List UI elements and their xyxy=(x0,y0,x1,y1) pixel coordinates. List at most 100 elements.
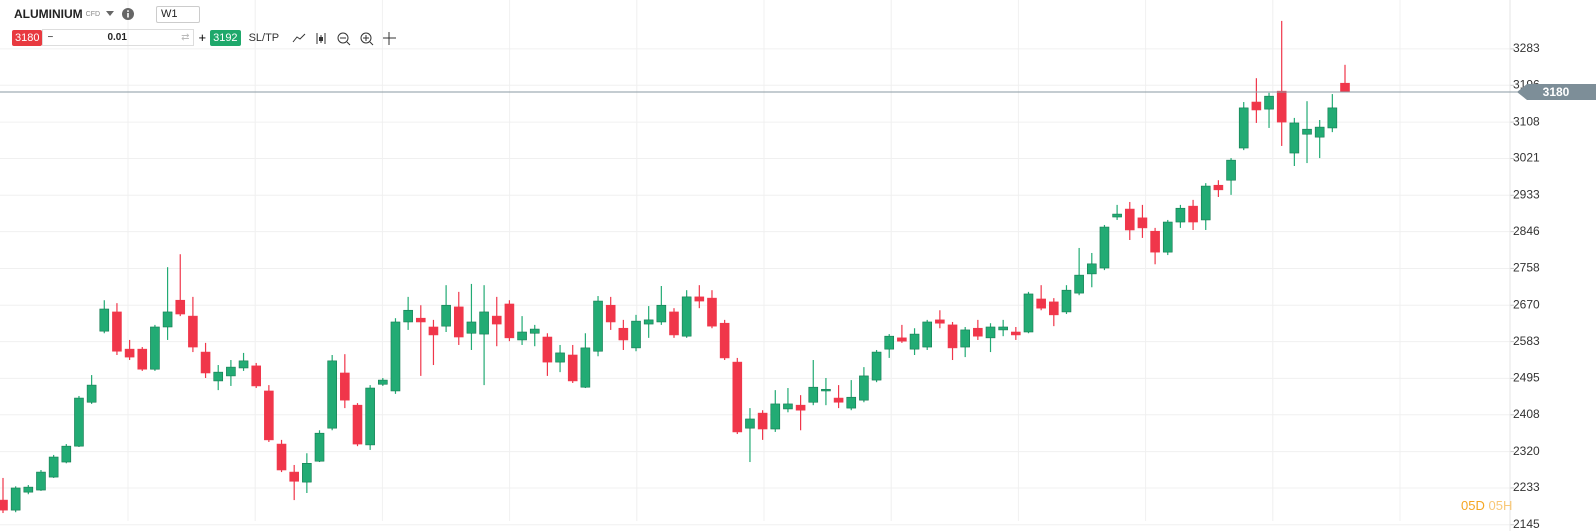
last-price-tag xyxy=(1517,83,1596,100)
candle-body xyxy=(859,375,869,401)
candle-body xyxy=(276,443,287,471)
quantity: 0.01 xyxy=(107,32,127,43)
candle-body xyxy=(1340,82,1350,93)
candle-body xyxy=(48,456,59,478)
y-tick-label: 2233 xyxy=(1513,480,1540,494)
candle-body xyxy=(947,324,958,349)
candle-body xyxy=(922,321,933,348)
candle-body xyxy=(643,319,654,325)
candle-body xyxy=(453,306,464,338)
candle-body xyxy=(112,311,122,352)
trade-bar: 3180 −0.01 ⇄ + 3192 SL/TP xyxy=(12,29,399,46)
candle-body xyxy=(1011,331,1021,336)
candle-body xyxy=(833,397,844,403)
candle-body xyxy=(681,296,692,337)
candle-body xyxy=(567,354,578,382)
y-tick-label: 2758 xyxy=(1513,261,1540,275)
candle-body xyxy=(529,328,540,334)
candle-body xyxy=(732,361,743,433)
y-tick-label: 2583 xyxy=(1513,334,1540,348)
candle-body xyxy=(1302,128,1312,135)
y-tick-label: 2670 xyxy=(1513,297,1540,311)
candle-body xyxy=(264,390,274,441)
candle-body xyxy=(74,397,84,447)
info-icon[interactable] xyxy=(120,7,140,21)
candle-body xyxy=(238,360,249,369)
candle-body xyxy=(137,348,148,370)
candle-body xyxy=(327,360,337,429)
candle-body xyxy=(1327,107,1338,129)
y-tick-label: 3021 xyxy=(1513,151,1540,165)
candle-body xyxy=(441,304,451,327)
buy-button[interactable]: 3192 xyxy=(210,29,241,46)
candle-body xyxy=(390,321,401,392)
candle-body xyxy=(694,296,705,302)
y-tick-label: 2145 xyxy=(1513,517,1540,531)
candle-body xyxy=(479,311,489,335)
candle-body xyxy=(719,322,730,359)
candle-body xyxy=(960,329,970,348)
candle-body xyxy=(403,309,413,323)
sltp-button[interactable]: SL/TP xyxy=(248,31,280,44)
candle-body xyxy=(1099,226,1110,269)
dropdown-icon[interactable] xyxy=(100,8,120,20)
candle-body xyxy=(226,366,236,377)
sell-button[interactable]: 3180 xyxy=(12,29,43,46)
candle-body xyxy=(985,326,996,339)
candle-body xyxy=(707,297,717,327)
timer-days: 05D xyxy=(1461,498,1485,513)
y-tick-label: 3108 xyxy=(1513,114,1540,128)
candle-body xyxy=(821,388,831,392)
candle-body xyxy=(124,348,135,358)
candle-body xyxy=(871,351,882,381)
candle-body xyxy=(973,327,983,337)
candle-body xyxy=(1264,95,1274,110)
y-tick-label: 2933 xyxy=(1513,187,1540,201)
candle-body xyxy=(897,337,907,342)
candle-body xyxy=(61,445,72,463)
candle-body xyxy=(428,326,439,336)
candle-body xyxy=(555,352,565,363)
candle-body xyxy=(340,372,350,401)
candle-body xyxy=(656,304,667,323)
candle-body xyxy=(504,303,515,339)
candle-body xyxy=(1200,185,1211,221)
candle-body xyxy=(808,386,819,403)
y-tick-label: 2408 xyxy=(1513,407,1540,421)
candle-body xyxy=(580,347,591,388)
candle-body xyxy=(352,404,363,445)
candle-body xyxy=(99,308,110,332)
candle-body xyxy=(466,321,477,334)
candle-body xyxy=(884,335,895,350)
candle-body xyxy=(935,319,945,324)
candle-body xyxy=(795,404,806,411)
candle-body xyxy=(150,326,160,370)
candle-timer: 05D 05H xyxy=(1461,498,1512,513)
candle-body xyxy=(1112,213,1122,218)
quantity-box[interactable]: −0.01 ⇄ xyxy=(42,29,195,46)
candle-body xyxy=(1314,126,1325,138)
candle-body xyxy=(770,403,781,430)
candle-body xyxy=(517,331,527,341)
y-tick-label: 3283 xyxy=(1513,41,1540,55)
candle-body xyxy=(0,499,8,511)
candle-body xyxy=(1150,230,1160,253)
candle-body xyxy=(251,365,262,387)
instrument-kind: CFD xyxy=(85,10,101,18)
candle-body xyxy=(605,304,616,323)
candle-body xyxy=(1276,90,1287,123)
candle-body xyxy=(1137,217,1148,229)
timeframe[interactable]: W1 xyxy=(156,5,201,23)
tool-icons[interactable] xyxy=(289,30,399,46)
candle-body xyxy=(365,387,375,446)
y-tick-label: 2495 xyxy=(1513,371,1540,385)
candle-body xyxy=(213,371,224,382)
last-price-label: 3180 xyxy=(1543,85,1570,99)
candle-body xyxy=(783,403,793,410)
candle-body xyxy=(1213,184,1224,191)
candle-body xyxy=(1162,221,1173,253)
candle-body xyxy=(1175,207,1186,223)
timer-hours: 05H xyxy=(1488,498,1513,513)
symbol[interactable]: ALUMINIUM xyxy=(14,7,83,21)
